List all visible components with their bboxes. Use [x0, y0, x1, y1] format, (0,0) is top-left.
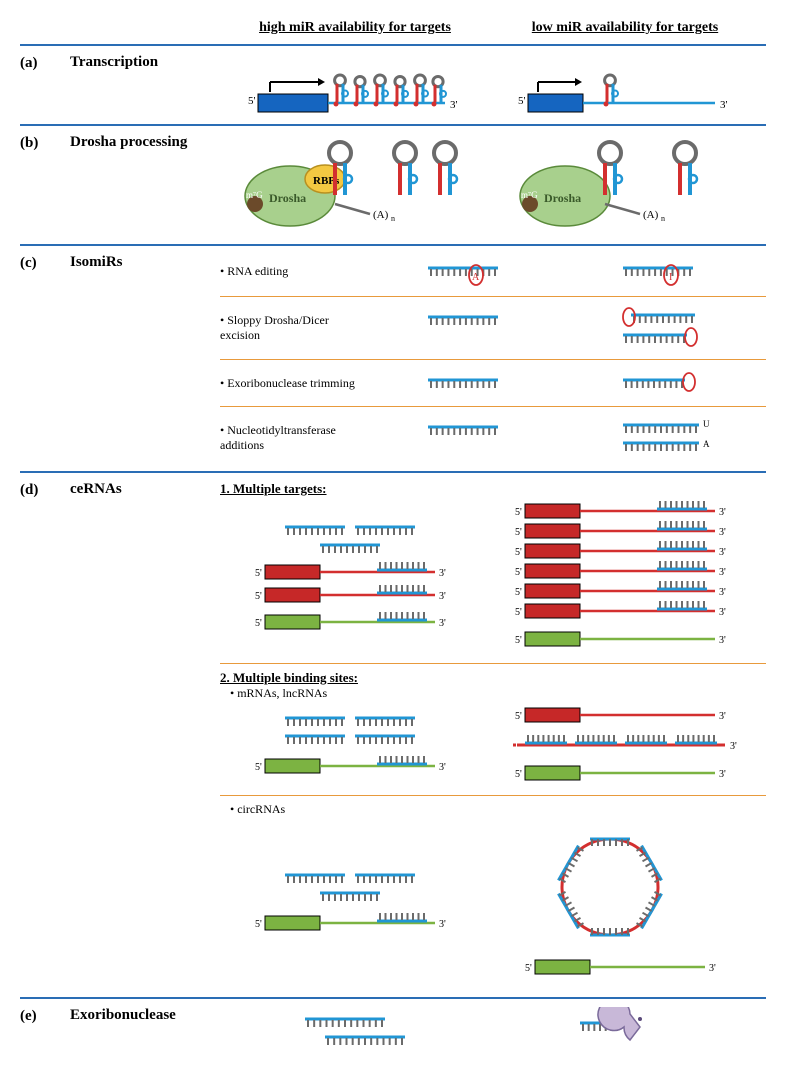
- cerna-mb-high: 5' 3': [220, 708, 490, 783]
- isomir-high-0: A: [370, 258, 565, 286]
- svg-text:5': 5': [515, 769, 522, 780]
- diagram-a-low: 5' 3': [490, 54, 760, 114]
- svg-text:3': 3': [730, 741, 737, 752]
- svg-text:5': 5': [515, 547, 522, 558]
- isomir-low-3: UA: [565, 417, 760, 457]
- svg-text:3': 3': [719, 587, 726, 598]
- isomir-low-0: I: [565, 258, 760, 286]
- isomir-label-1: • Sloppy Drosha/Dicer excision: [220, 307, 370, 349]
- svg-text:5': 5': [525, 963, 532, 974]
- diagram-b-high: Drosham⁷GRBPs(A)n: [220, 134, 490, 234]
- section-c: (c) IsomiRs • RNA editing A I • Sloppy Dr…: [20, 244, 766, 471]
- svg-text:3': 3': [439, 591, 446, 602]
- svg-text:m⁷G: m⁷G: [246, 190, 263, 200]
- isomir-row-0: • RNA editing A I: [220, 254, 766, 290]
- title-b: Drosha processing: [70, 134, 220, 151]
- svg-text:A: A: [472, 272, 480, 283]
- diagram-e-high: [220, 1007, 490, 1051]
- cerna-mt-high: 5' 3' 5' 3' 5' 3': [220, 517, 490, 637]
- title-d: ceRNAs: [70, 481, 220, 498]
- svg-text:5': 5': [515, 507, 522, 518]
- isomir-row-2: • Exoribonuclease trimming: [220, 366, 766, 400]
- section-b: (b)Drosha processing Drosham⁷GRBPs(A)n D…: [20, 124, 766, 244]
- diagram-e-low: [490, 1007, 760, 1047]
- svg-text:(A): (A): [643, 209, 659, 221]
- isomir-label-2: • Exoribonuclease trimming: [220, 370, 370, 396]
- isomir-low-1: [565, 307, 760, 349]
- svg-text:5': 5': [255, 762, 262, 773]
- svg-text:3': 3': [439, 919, 446, 930]
- isomir-high-1: [370, 307, 565, 349]
- title-c: IsomiRs: [70, 254, 220, 271]
- svg-text:3': 3': [720, 99, 728, 111]
- svg-text:(A): (A): [373, 209, 389, 221]
- cerna-mt-low: 5' 3' 5' 3' 5' 3' 5' 3' 5' 3' 5' 3' 5' 3': [490, 497, 760, 657]
- cerna-sub2: 2. Multiple binding sites:: [220, 670, 766, 686]
- cerna-circ-low: 5' 3': [490, 817, 760, 987]
- diagram-b-low: Drosha m⁷G (A)n: [490, 134, 760, 234]
- isomir-low-2: [565, 370, 760, 396]
- svg-text:5': 5': [255, 591, 262, 602]
- isomir-high-3: [370, 417, 565, 457]
- isomir-label-3: • Nucleotidyltransferase additions: [220, 417, 370, 457]
- svg-text:m⁷G: m⁷G: [521, 190, 538, 200]
- svg-text:3': 3': [439, 762, 446, 773]
- svg-text:3': 3': [719, 769, 726, 780]
- svg-text:3': 3': [439, 618, 446, 629]
- cerna-sub2a: • mRNAs, lncRNAs: [220, 686, 766, 701]
- isomir-row-3: • Nucleotidyltransferase additions UA: [220, 413, 766, 461]
- section-a: (a) Transcription 5' 3' 5' 3': [20, 44, 766, 124]
- title-e: Exoribonuclease: [70, 1007, 220, 1024]
- svg-text:5': 5': [515, 567, 522, 578]
- svg-text:3': 3': [719, 547, 726, 558]
- cerna-circ-high: 5' 3': [220, 865, 490, 940]
- row-label-a: (a): [20, 55, 38, 71]
- cerna-sub1: 1. Multiple targets:: [220, 481, 766, 497]
- svg-text:5': 5': [515, 607, 522, 618]
- svg-text:3': 3': [719, 527, 726, 538]
- svg-text:3': 3': [719, 507, 726, 518]
- cerna-mb-low: 5' 3' 3' 5' 3': [490, 701, 760, 789]
- svg-text:3': 3': [439, 568, 446, 579]
- svg-text:5': 5': [255, 618, 262, 629]
- svg-text:3': 3': [450, 99, 458, 111]
- svg-text:5': 5': [255, 919, 262, 930]
- svg-text:3': 3': [719, 635, 726, 646]
- svg-text:5': 5': [255, 568, 262, 579]
- cerna-sub2b: • circRNAs: [220, 802, 766, 817]
- svg-text:I: I: [669, 272, 672, 283]
- section-e: (e) Exoribonuclease: [20, 997, 766, 1061]
- title-a: Transcription: [70, 54, 220, 71]
- row-label-c: (c): [20, 255, 37, 271]
- svg-text:A: A: [703, 439, 710, 449]
- svg-text:3': 3': [719, 711, 726, 722]
- svg-text:5': 5': [515, 587, 522, 598]
- header-high: high miR availability for targets: [220, 20, 490, 36]
- svg-text:5': 5': [515, 527, 522, 538]
- row-label-b: (b): [20, 135, 38, 151]
- svg-text:U: U: [703, 419, 710, 429]
- header-low: low miR availability for targets: [490, 20, 760, 36]
- svg-text:5': 5': [515, 711, 522, 722]
- svg-text:5': 5': [515, 635, 522, 646]
- svg-text:3': 3': [719, 607, 726, 618]
- svg-text:n: n: [661, 214, 665, 223]
- section-d: (d)ceRNAs 1. Multiple targets: 5'3'5'3'5…: [20, 471, 766, 997]
- diagram-a-high: 5' 3': [220, 54, 490, 114]
- svg-text:Drosha: Drosha: [269, 191, 306, 205]
- svg-text:3': 3': [709, 963, 716, 974]
- svg-text:5': 5': [248, 95, 256, 107]
- isomir-row-1: • Sloppy Drosha/Dicer excision: [220, 303, 766, 353]
- isomir-high-2: [370, 370, 565, 396]
- svg-text:5': 5': [518, 95, 526, 107]
- svg-text:n: n: [391, 214, 395, 223]
- svg-text:Drosha: Drosha: [544, 191, 581, 205]
- row-label-e: (e): [20, 1008, 37, 1024]
- isomir-label-0: • RNA editing: [220, 258, 370, 286]
- row-label-d: (d): [20, 482, 38, 498]
- svg-text:3': 3': [719, 567, 726, 578]
